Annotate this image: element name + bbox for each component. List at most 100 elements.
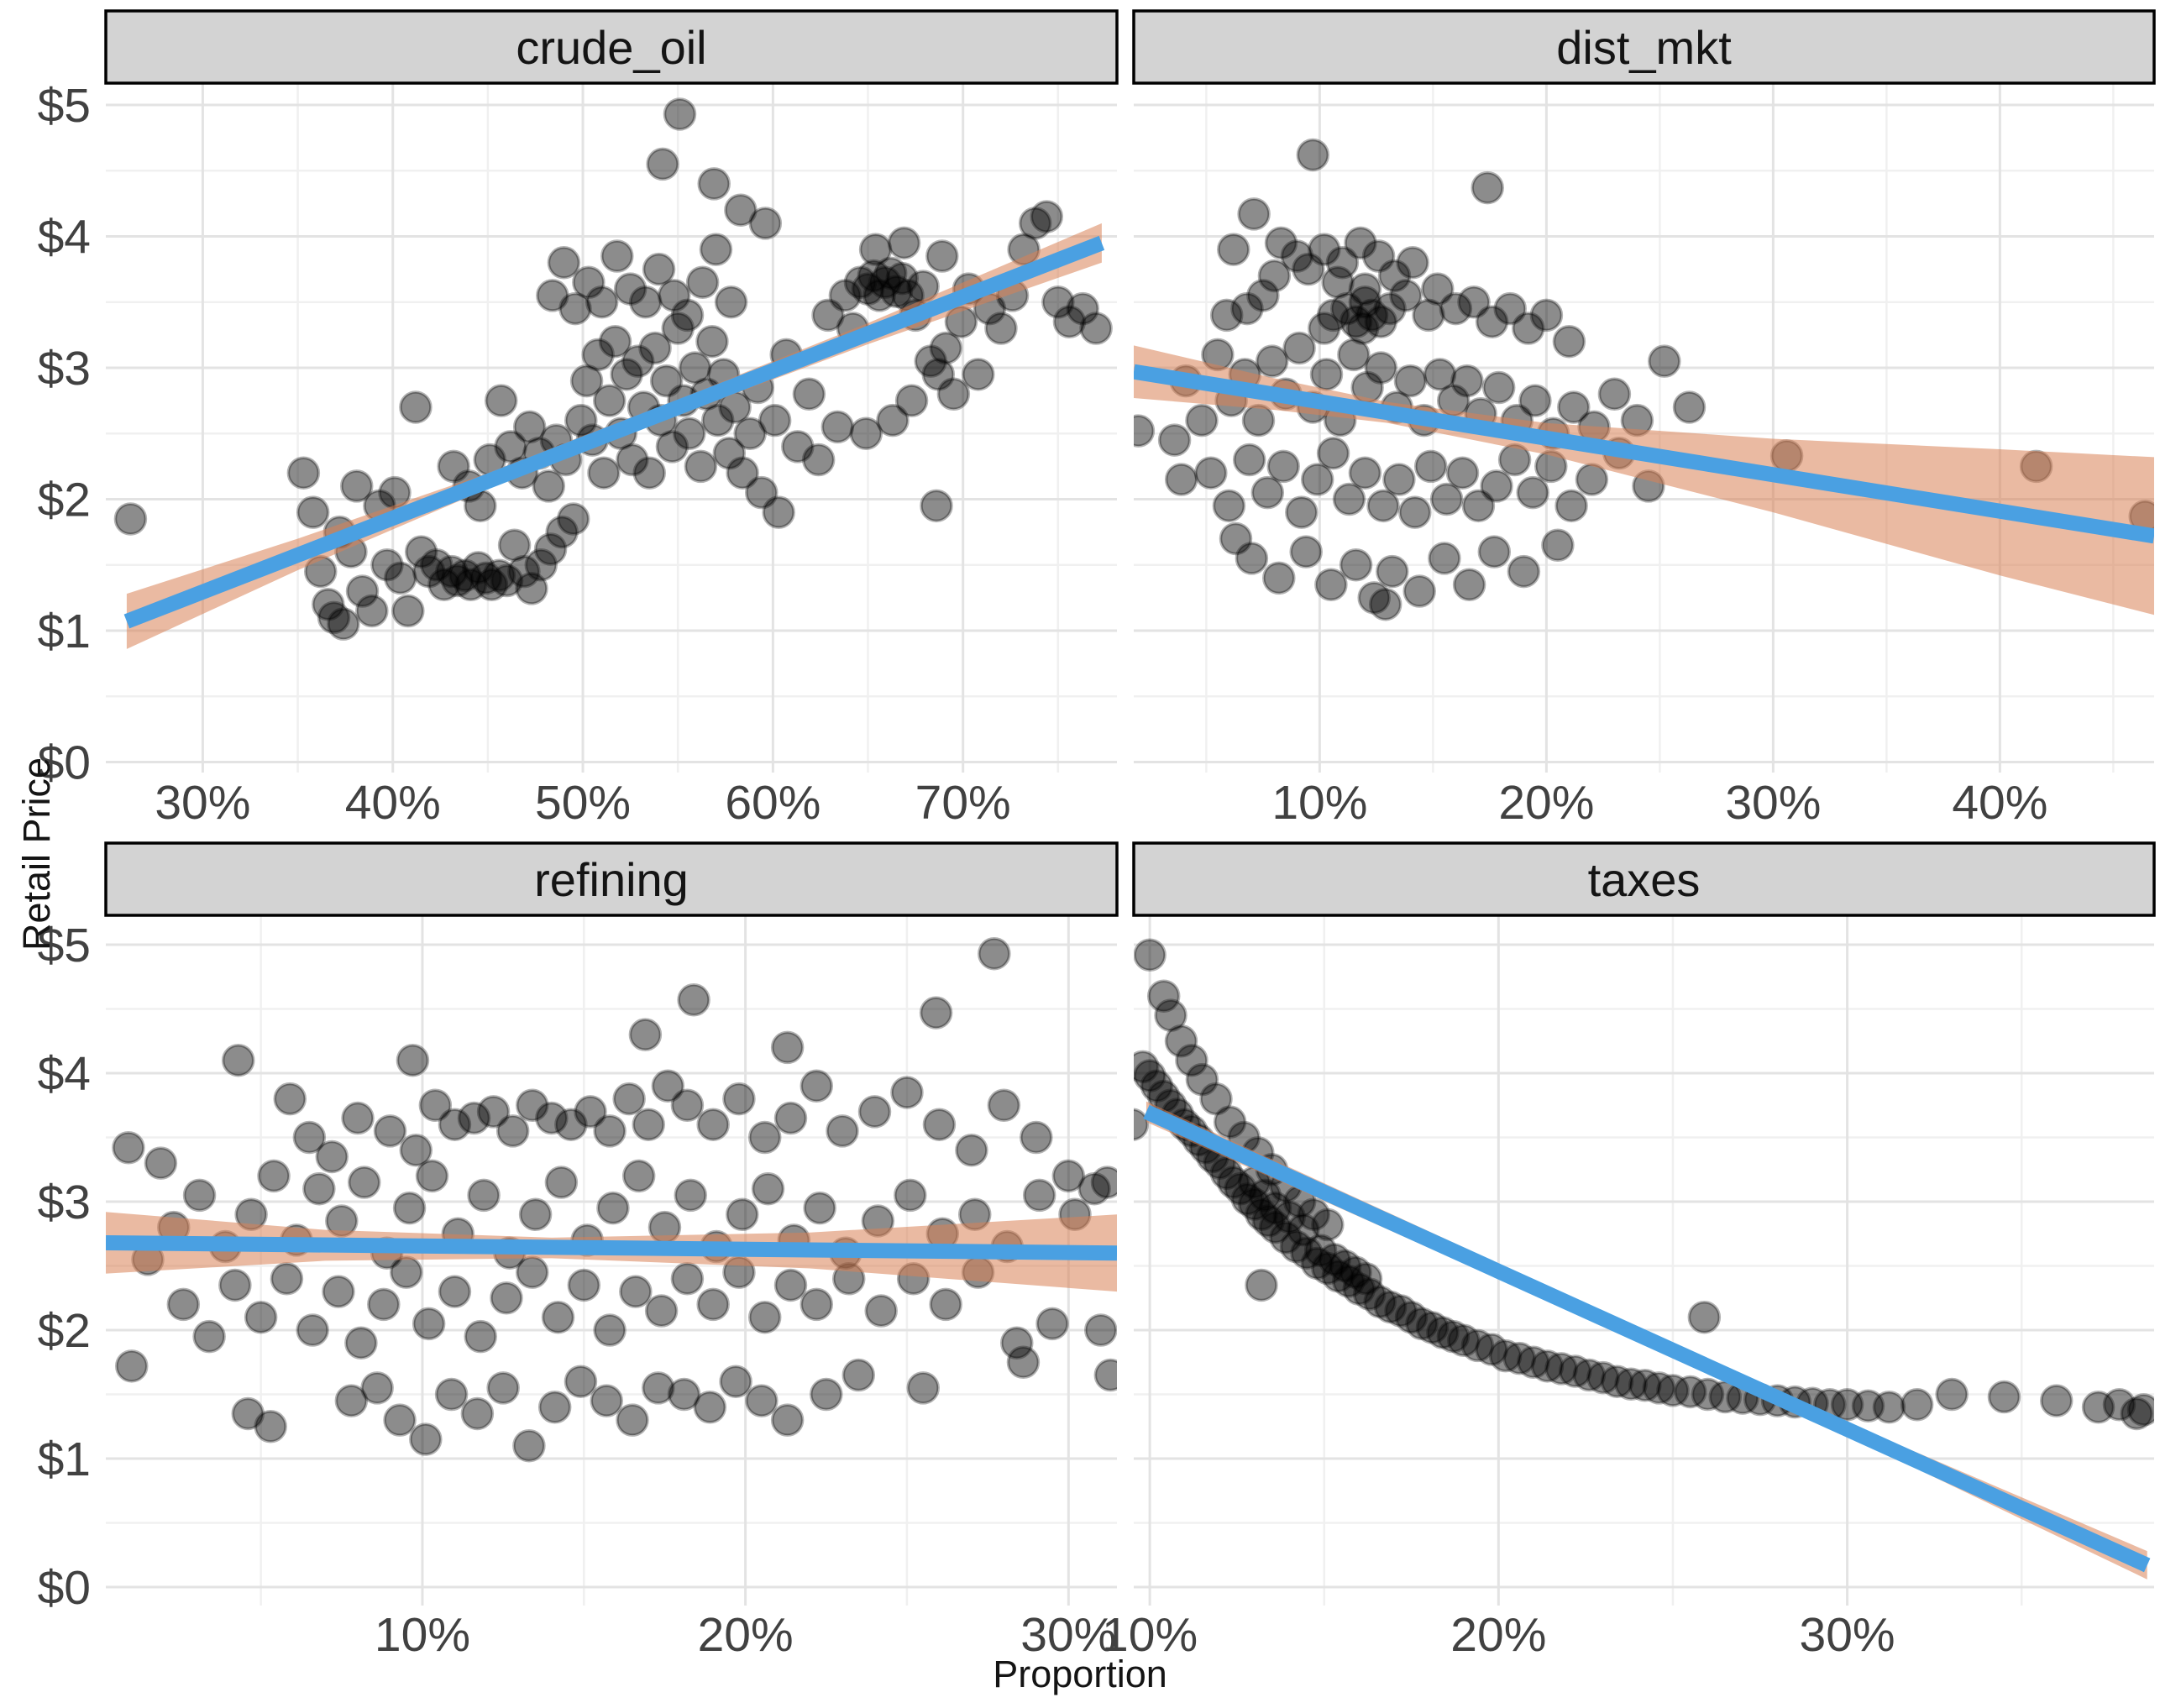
data-point [1364, 305, 1398, 338]
data-point [1361, 239, 1396, 273]
data-point [1493, 291, 1527, 326]
data-point [1185, 1062, 1219, 1097]
data-point [1348, 456, 1382, 490]
data-point [628, 1018, 663, 1051]
data-point [286, 456, 321, 490]
data-point [879, 275, 914, 308]
data-point [1292, 252, 1325, 286]
data-point [412, 554, 446, 589]
data-point [512, 410, 547, 444]
data-point [1586, 1360, 1620, 1395]
data-point [962, 358, 995, 391]
data-point [712, 436, 747, 470]
data-point [1851, 1389, 1885, 1423]
data-point [876, 403, 910, 437]
facet-crude_oil: crude_oil 30% 40% 50% 60% 70% $0 $1 $2 $3 $4 $5 [38, 9, 1119, 830]
data-point [317, 600, 351, 635]
data-point [1248, 1178, 1282, 1213]
data-point [726, 1197, 759, 1232]
trend-line [123, 235, 1105, 629]
data-point [427, 568, 461, 601]
data-point [412, 1307, 446, 1341]
data-point [1348, 272, 1382, 306]
data-point [373, 1114, 407, 1148]
data-point [1079, 312, 1113, 345]
data-point [1316, 298, 1350, 333]
data-point [612, 1082, 646, 1116]
data-point [722, 1082, 756, 1116]
data-point [391, 594, 425, 628]
data-point [192, 1319, 226, 1354]
y-axis-title: Retail Price [15, 757, 58, 951]
data-point [1366, 489, 1400, 523]
data-point [1311, 1208, 1345, 1242]
data-point [547, 246, 581, 280]
data-point [1512, 312, 1545, 345]
data-point [1006, 1345, 1041, 1379]
data-point [1018, 207, 1052, 240]
data-point [585, 286, 619, 319]
data-point [467, 1178, 501, 1213]
y-axis-tick-label: $5 [38, 79, 91, 133]
data-point [1030, 200, 1064, 233]
data-point [590, 1384, 623, 1417]
data-point [537, 1391, 572, 1424]
data-point [714, 286, 748, 319]
data-point [1554, 489, 1588, 523]
data-point [344, 1326, 378, 1360]
data-point [1518, 384, 1552, 417]
data-point [858, 233, 893, 266]
data-point [770, 1030, 805, 1065]
data-point [724, 193, 758, 227]
facet-strip-label: refining [534, 853, 689, 906]
data-point [1426, 1316, 1460, 1349]
scatter-points [113, 97, 1113, 641]
data-point [1382, 463, 1416, 496]
data-point [800, 1069, 834, 1103]
data-point [292, 1120, 327, 1155]
data-point [696, 1108, 730, 1141]
data-point [644, 1294, 679, 1328]
data-point [1264, 226, 1298, 260]
data-point [1241, 403, 1276, 437]
data-point [370, 548, 404, 582]
data-point [619, 1275, 653, 1308]
data-point [1077, 1171, 1111, 1206]
data-point [1330, 291, 1364, 326]
data-point [1303, 1234, 1338, 1267]
trend-line [106, 1234, 1117, 1261]
data-point [1488, 1339, 1523, 1373]
data-point [593, 1313, 627, 1347]
data-point [533, 532, 568, 566]
data-point [1287, 1213, 1320, 1247]
data-point [1628, 1369, 1662, 1402]
data-point [885, 261, 920, 296]
data-point [1280, 239, 1314, 273]
x-axis-tick-label: 10% [1102, 1608, 1198, 1662]
data-point [1900, 1387, 1934, 1422]
data-point [1314, 568, 1348, 601]
data-point [482, 558, 516, 593]
data-point [182, 1178, 217, 1213]
data-point [516, 1088, 549, 1122]
data-point [700, 403, 735, 437]
data-point [420, 548, 453, 582]
data-point [535, 1101, 569, 1135]
data-point [315, 1140, 349, 1174]
data-point [1185, 403, 1219, 437]
y-axis-tick-label: $2 [38, 474, 91, 527]
data-point [1339, 548, 1373, 582]
data-point [2120, 1396, 2153, 1431]
data-point [616, 443, 649, 477]
data-point [726, 456, 759, 490]
data-point [1297, 1197, 1331, 1232]
y-axis-tick-label: $2 [38, 1304, 91, 1358]
data-point [1413, 449, 1448, 484]
data-point [2102, 1387, 2136, 1422]
data-point [1349, 1262, 1383, 1296]
data-point [1460, 1328, 1495, 1363]
data-point [461, 551, 495, 584]
data-point [600, 239, 634, 273]
data-point [1230, 1182, 1265, 1216]
